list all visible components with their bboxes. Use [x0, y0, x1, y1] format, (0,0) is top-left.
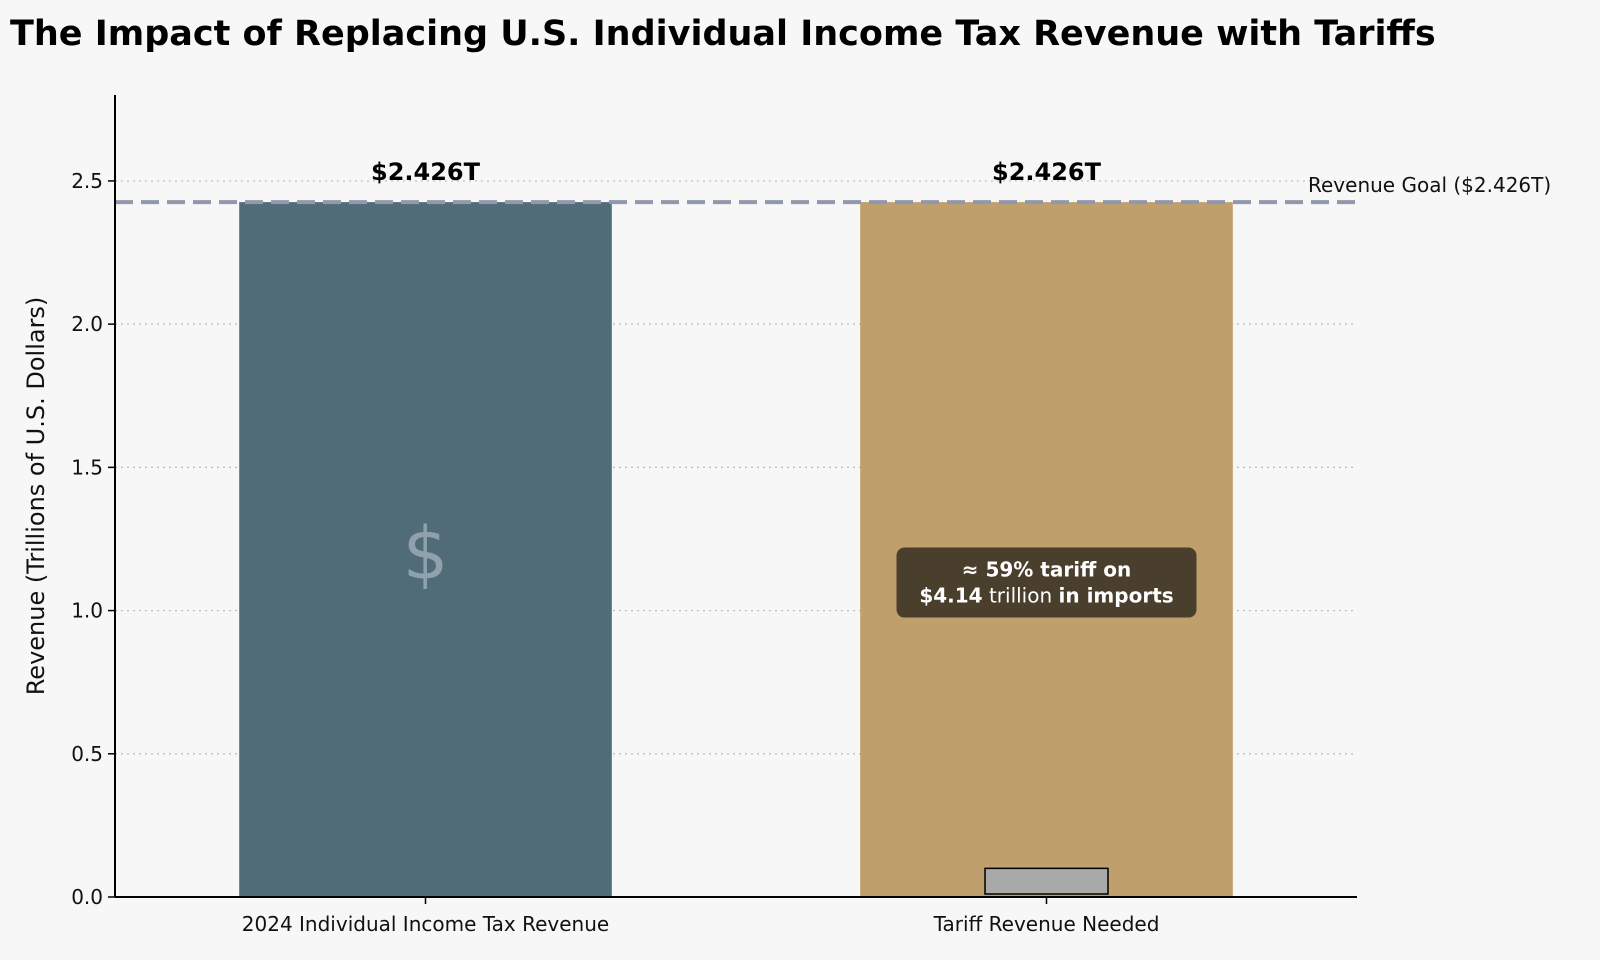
annotation-box — [896, 547, 1197, 618]
annotation-group: ≈ 59% tariff on$4.14 trillion in imports — [896, 547, 1197, 618]
chart-title: The Impact of Replacing U.S. Individual … — [10, 14, 1436, 54]
y-tick-label: 2.0 — [71, 312, 103, 336]
inset-bar — [984, 867, 1109, 895]
annotation-line1: ≈ 59% tariff on — [962, 558, 1131, 582]
y-tick-label: 2.5 — [71, 169, 103, 193]
annotation-amount: $4.14 — [919, 584, 982, 608]
annotation-unit: trillion — [983, 584, 1059, 608]
y-axis-label: Revenue (Trillions of U.S. Dollars) — [22, 297, 50, 696]
x-tick-label: 2024 Individual Income Tax Revenue — [242, 912, 609, 936]
y-tick-label: 1.5 — [71, 455, 103, 479]
reference-line-label: Revenue Goal ($2.426T) — [1308, 173, 1551, 197]
dollar-icon: $ — [403, 511, 449, 595]
y-tick-label: 0.5 — [71, 742, 103, 766]
axes — [108, 95, 1357, 904]
labels: 0.0 0.5 1.0 1.5 2.0 2.5 $2.426T 2024 Individual… — [22, 158, 1159, 936]
bar-value-label: $2.426T — [992, 158, 1102, 186]
bar-value-label: $2.426T — [371, 158, 481, 186]
annotation-line2: $4.14 trillion in imports — [919, 584, 1173, 608]
annotation-imports: in imports — [1059, 584, 1174, 608]
y-tick-label: 1.0 — [71, 599, 103, 623]
bar — [239, 202, 612, 898]
x-tick-label: Tariff Revenue Needed — [933, 912, 1160, 936]
reference-line-group: Revenue Goal ($2.426T) — [115, 173, 1551, 205]
y-tick-label: 0.0 — [71, 885, 103, 909]
